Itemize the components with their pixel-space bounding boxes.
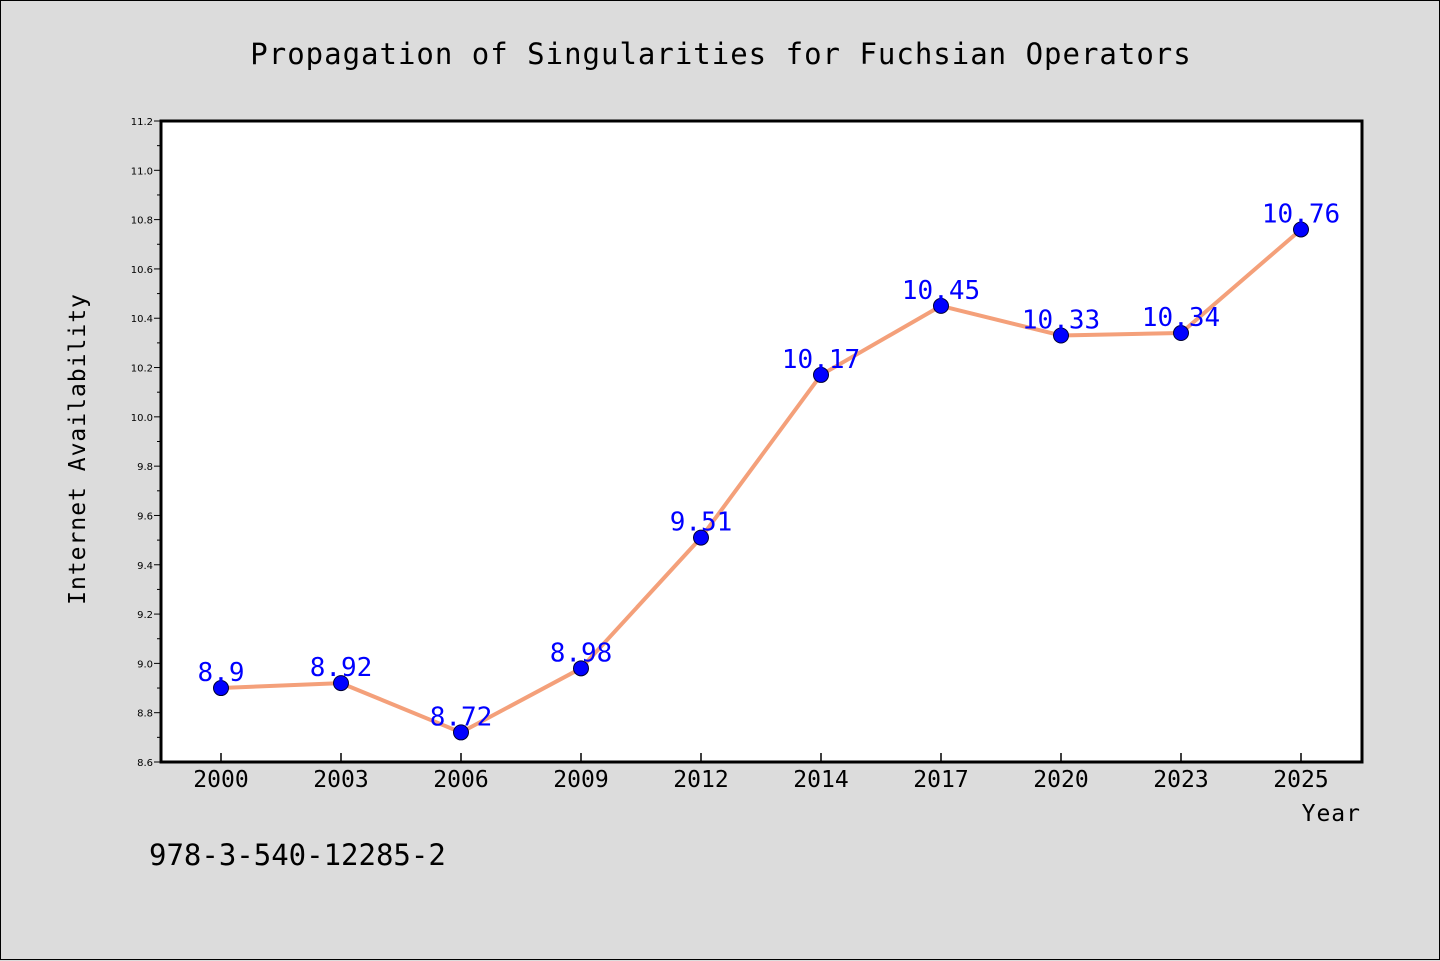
y-tick-label: 9.4 (137, 561, 153, 572)
y-axis-label: Internet Availability (65, 293, 91, 605)
y-tick-label: 9.8 (137, 462, 153, 473)
data-label: 10.33 (1022, 305, 1100, 335)
x-tick-label: 2003 (313, 767, 368, 793)
y-tick-label: 9.0 (137, 659, 153, 670)
y-tick-label: 10.0 (131, 413, 153, 424)
y-tick-label: 10.4 (131, 314, 153, 325)
data-point (1053, 327, 1069, 344)
y-tick-label: 9.2 (137, 610, 153, 621)
data-label: 10.17 (782, 345, 860, 375)
y-tick-label: 9.6 (137, 511, 153, 522)
data-label: 8.72 (430, 702, 493, 732)
data-label: 8.92 (310, 653, 373, 683)
chart-title: Propagation of Singularities for Fuchsia… (250, 37, 1191, 71)
data-label: 10.45 (902, 276, 980, 306)
data-label: 9.51 (670, 508, 733, 538)
x-tick-label: 2020 (1033, 767, 1088, 793)
data-label: 10.34 (1142, 303, 1220, 333)
y-tick-label: 8.8 (137, 709, 153, 720)
data-point (573, 660, 589, 677)
x-axis-ticks: 2000 2003 2006 2009 2012 2014 2017 2020 2023 2025 (193, 753, 1329, 793)
x-tick-label: 2017 (913, 767, 968, 793)
data-point (213, 680, 229, 697)
x-tick-label: 2009 (553, 767, 608, 793)
x-tick-label: 2000 (193, 767, 248, 793)
data-point (453, 724, 469, 741)
data-point (933, 297, 949, 314)
data-point (1293, 221, 1309, 238)
data-point (333, 675, 349, 692)
data-point (693, 529, 709, 546)
data-label: 8.98 (550, 638, 613, 668)
data-label: 8.9 (198, 658, 245, 688)
x-axis-label: Year (1302, 801, 1361, 827)
x-tick-label: 2023 (1153, 767, 1208, 793)
y-axis-ticks: 8.6 8.8 9.0 9.2 9.4 9.6 9.8 10.0 10.2 10.4 10.6 10.… (131, 117, 161, 769)
y-tick-label: 11.0 (131, 166, 153, 177)
x-tick-label: 2025 (1273, 767, 1328, 793)
x-tick-label: 2006 (433, 767, 488, 793)
data-label: 10.76 (1262, 199, 1340, 229)
x-tick-label: 2014 (793, 767, 848, 793)
data-markers (213, 221, 1309, 741)
y-tick-label: 11.2 (131, 117, 153, 128)
y-tick-label: 8.6 (137, 758, 153, 769)
isbn-annotation: 978-3-540-12285-2 (149, 838, 446, 872)
series-line (220, 227, 1303, 735)
plot-area (159, 119, 1364, 764)
y-tick-label: 10.6 (131, 265, 153, 276)
y-tick-label: 10.2 (131, 364, 153, 375)
data-labels: 8.9 8.92 8.72 8.98 9.51 10.17 10.45 10.33 10.34 1… (198, 199, 1341, 732)
x-tick-label: 2012 (673, 767, 728, 793)
y-tick-label: 10.8 (131, 216, 153, 227)
data-point (813, 366, 829, 383)
data-point (1173, 325, 1189, 342)
